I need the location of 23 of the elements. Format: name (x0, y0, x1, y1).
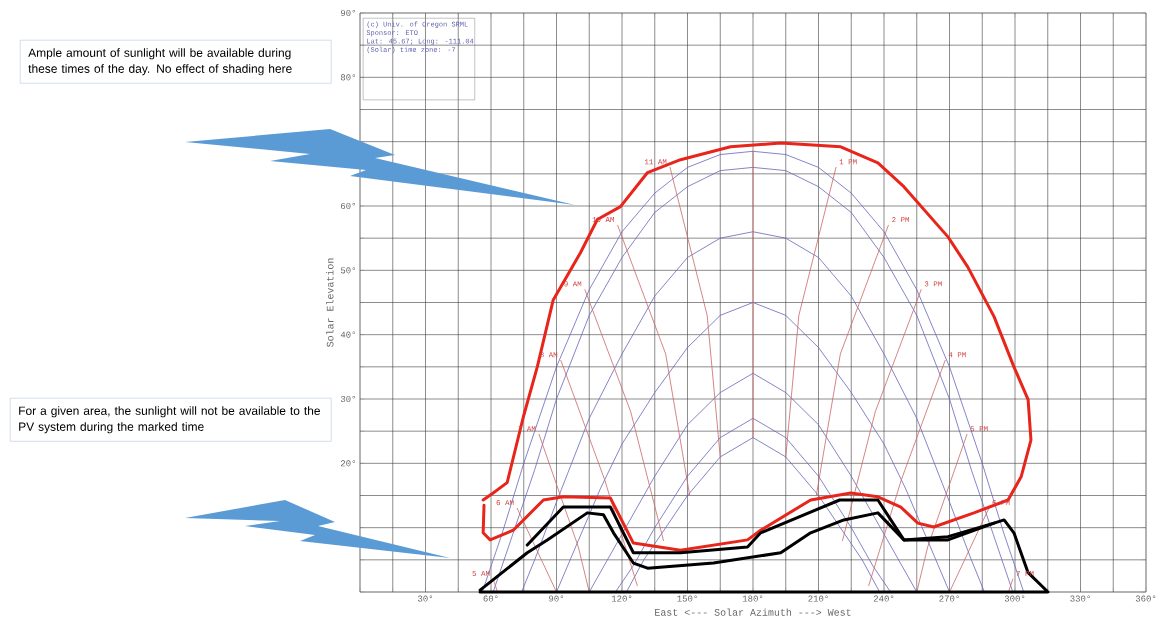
x-tick-label: 330° (1070, 595, 1090, 602)
x-tick-label: 30° (418, 595, 433, 602)
y-tick-label: 20° (340, 460, 356, 467)
text: Ample amount of sunlight will be available during these times of the day. No effect of shading here (28, 48, 292, 76)
y-tick-label: 80° (340, 74, 356, 81)
y-tick-label: 60° (341, 202, 356, 210)
x-tick-label: 60° (483, 595, 498, 602)
x-axis-title: East <--- Solar Azimuth ---> West (655, 608, 851, 616)
x-tick-label: 120° (611, 595, 632, 602)
x-tick-label: 180° (742, 595, 763, 602)
x-tick-label: 270° (939, 595, 959, 602)
x-tick-label: 240° (873, 595, 894, 602)
y-tick-label: 50° (340, 267, 356, 274)
y-tick-label: 30° (340, 395, 356, 403)
x-tick-label: 90° (549, 595, 564, 602)
text: For a given area, the sunlight will not be available to the PV system during the marked time (19, 406, 320, 434)
x-tick-label: 360° (1135, 595, 1156, 602)
x-tick-label: 300° (1004, 595, 1025, 602)
x-tick-label: 210° (808, 595, 828, 602)
y-axis-title: Solar Elevation (326, 258, 334, 347)
y-tick-label: 90° (340, 9, 356, 17)
y-tick-label: 40° (340, 331, 356, 338)
x-tick-label: 150° (677, 595, 697, 602)
